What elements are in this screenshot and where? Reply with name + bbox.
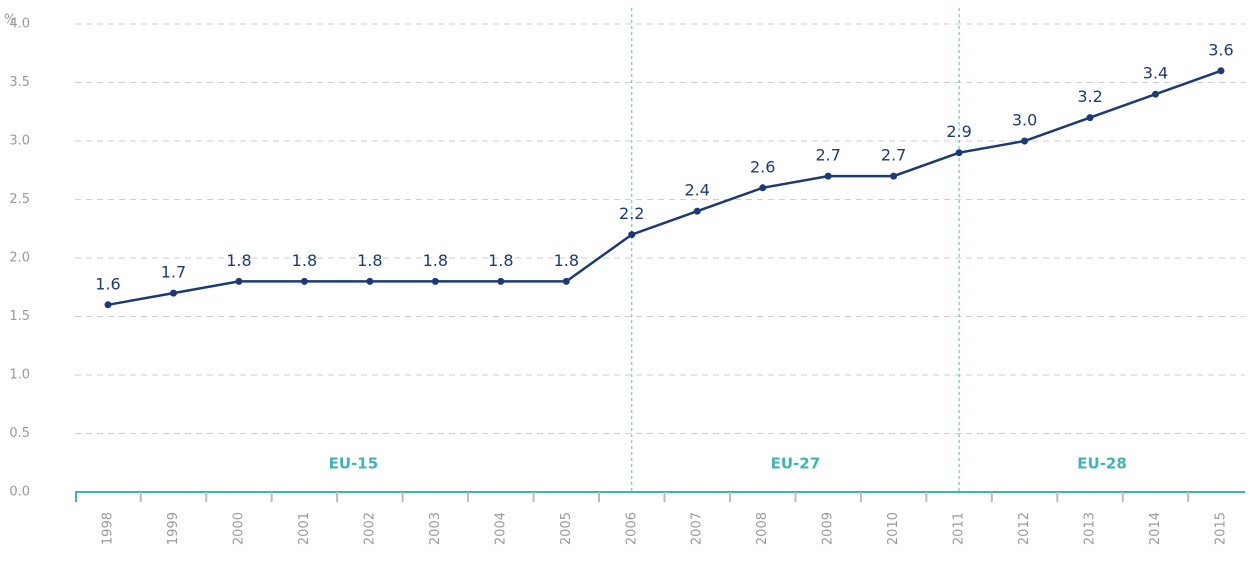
value-label: 1.8: [357, 251, 382, 270]
y-tick-label: 1.0: [9, 368, 30, 383]
y-axis-label: %: [4, 13, 16, 28]
x-tick-label: 2004: [493, 512, 508, 545]
point: [759, 184, 767, 192]
point: [1152, 90, 1160, 98]
y-tick-label: 3.0: [9, 134, 30, 149]
line: [107, 69, 1222, 307]
region-label: EU-15: [329, 455, 379, 473]
value-label: 1.8: [226, 251, 251, 270]
value-label: 1.8: [423, 251, 448, 270]
x-tick-label: 2009: [821, 512, 836, 545]
x-tick-label: 2001: [297, 512, 312, 545]
point: [169, 289, 177, 297]
y-tick-label: 0.0: [9, 485, 30, 500]
point: [497, 277, 505, 285]
value-label: 1.8: [488, 251, 513, 270]
value-label: 1.8: [292, 251, 317, 270]
point: [824, 172, 832, 180]
x-tick-label: 2003: [428, 512, 443, 545]
x-tick-label: 2013: [1083, 512, 1098, 545]
region-label: EU-27: [771, 455, 821, 473]
value-label: 2.7: [881, 146, 906, 165]
point: [104, 301, 112, 309]
value-label: 2.7: [815, 146, 840, 165]
point: [562, 277, 570, 285]
x-tick-label: 2012: [1017, 512, 1032, 545]
value-label: 1.8: [554, 251, 579, 270]
point: [955, 149, 963, 157]
y-tick-label: 0.5: [9, 426, 30, 441]
region-label: EU-28: [1077, 455, 1127, 473]
x-tick-label: 2007: [690, 512, 705, 545]
value-label: 3.4: [1143, 64, 1168, 83]
x-tick-label: 2011: [952, 512, 967, 545]
point: [235, 277, 243, 285]
value-label: 3.6: [1208, 40, 1233, 59]
y-tick-label: 2.5: [9, 192, 30, 207]
y-tick-label: 3.5: [9, 75, 30, 90]
value-label: 2.4: [685, 181, 710, 200]
x-tick-label: 2000: [231, 512, 246, 545]
x-tick-label: 2008: [755, 512, 770, 545]
x-tick-label: 2002: [362, 512, 377, 545]
x-tick-label: 1998: [101, 512, 116, 545]
value-label: 1.7: [161, 263, 186, 282]
point: [1086, 114, 1094, 122]
value-label: 2.9: [946, 122, 971, 141]
x-tick-label: 2010: [886, 512, 901, 545]
point: [628, 231, 636, 239]
value-label: 3.2: [1077, 87, 1102, 106]
x-tick-label: 2014: [1148, 512, 1163, 545]
y-tick-label: 4.0: [9, 17, 30, 32]
value-label: 1.6: [95, 274, 120, 293]
x-tick-label: 1999: [166, 512, 181, 545]
value-label: 2.6: [750, 157, 775, 176]
value-label: 3.0: [1012, 111, 1037, 130]
x-tick-label: 2006: [624, 512, 639, 545]
point: [1021, 137, 1029, 145]
x-tick-label: 2015: [1213, 512, 1228, 545]
y-tick-label: 1.5: [9, 309, 30, 324]
point: [366, 277, 374, 285]
point: [431, 277, 439, 285]
x-tick-label: 2005: [559, 512, 574, 545]
y-tick-label: 2.0: [9, 251, 30, 266]
value-label: 2.2: [619, 204, 644, 223]
point: [693, 207, 701, 215]
point: [1217, 67, 1225, 75]
point: [890, 172, 898, 180]
point: [300, 277, 308, 285]
